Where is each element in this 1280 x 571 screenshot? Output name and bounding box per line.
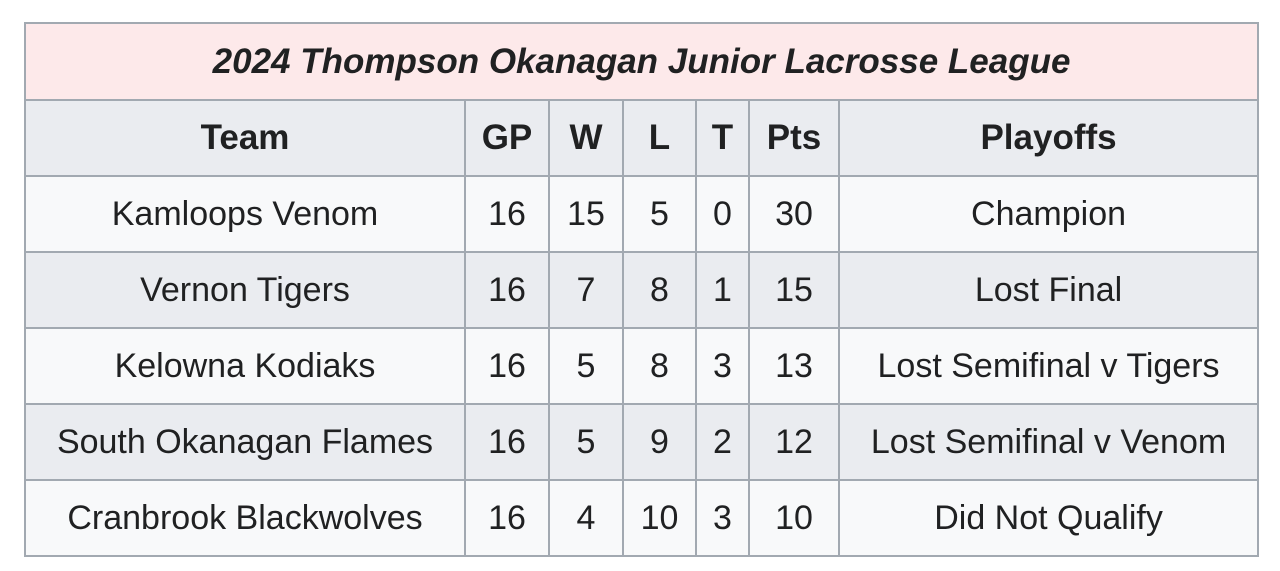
header-t: T (695, 99, 750, 177)
cell-t: 3 (695, 479, 750, 557)
cell-l: 8 (622, 327, 697, 405)
table-row: South Okanagan Flames 16 5 9 2 12 Lost S… (24, 403, 1260, 481)
cell-gp: 16 (464, 251, 550, 329)
cell-l: 8 (622, 251, 697, 329)
cell-playoffs: Lost Semifinal v Venom (837, 403, 1260, 481)
cell-w: 5 (548, 327, 624, 405)
header-l: L (622, 99, 697, 177)
cell-team: Vernon Tigers (24, 251, 466, 329)
cell-pts: 13 (748, 327, 840, 405)
cell-playoffs: Lost Semifinal v Tigers (837, 327, 1260, 405)
cell-t: 2 (695, 403, 750, 481)
standings-table-container: 2024 Thompson Okanagan Junior Lacrosse L… (23, 22, 1260, 557)
cell-w: 4 (548, 479, 624, 557)
cell-team: Kelowna Kodiaks (24, 327, 466, 405)
cell-team: Cranbrook Blackwolves (24, 479, 466, 557)
cell-gp: 16 (464, 479, 550, 557)
table-row: Cranbrook Blackwolves 16 4 10 3 10 Did N… (24, 479, 1260, 557)
cell-l: 9 (622, 403, 697, 481)
cell-w: 5 (548, 403, 624, 481)
cell-t: 0 (695, 175, 750, 253)
header-w: W (548, 99, 624, 177)
cell-gp: 16 (464, 403, 550, 481)
cell-playoffs: Champion (837, 175, 1260, 253)
cell-w: 15 (548, 175, 624, 253)
header-playoffs: Playoffs (837, 99, 1260, 177)
cell-l: 10 (622, 479, 697, 557)
cell-team: South Okanagan Flames (24, 403, 466, 481)
cell-t: 3 (695, 327, 750, 405)
cell-playoffs: Did Not Qualify (837, 479, 1260, 557)
table-row: Kamloops Venom 16 15 5 0 30 Champion (24, 175, 1260, 253)
cell-pts: 10 (748, 479, 840, 557)
cell-gp: 16 (464, 175, 550, 253)
table-title: 2024 Thompson Okanagan Junior Lacrosse L… (23, 22, 1260, 101)
header-team: Team (24, 99, 466, 177)
table-row: Kelowna Kodiaks 16 5 8 3 13 Lost Semifin… (24, 327, 1260, 405)
cell-l: 5 (622, 175, 697, 253)
cell-pts: 30 (748, 175, 840, 253)
cell-gp: 16 (464, 327, 550, 405)
cell-t: 1 (695, 251, 750, 329)
table-row: Vernon Tigers 16 7 8 1 15 Lost Final (24, 251, 1260, 329)
cell-playoffs: Lost Final (837, 251, 1260, 329)
cell-team: Kamloops Venom (24, 175, 466, 253)
header-row: Team GP W L T Pts Playoffs (24, 99, 1260, 177)
cell-w: 7 (548, 251, 624, 329)
header-gp: GP (464, 99, 550, 177)
cell-pts: 15 (748, 251, 840, 329)
cell-pts: 12 (748, 403, 840, 481)
standings-table: 2024 Thompson Okanagan Junior Lacrosse L… (23, 22, 1260, 557)
header-pts: Pts (748, 99, 840, 177)
